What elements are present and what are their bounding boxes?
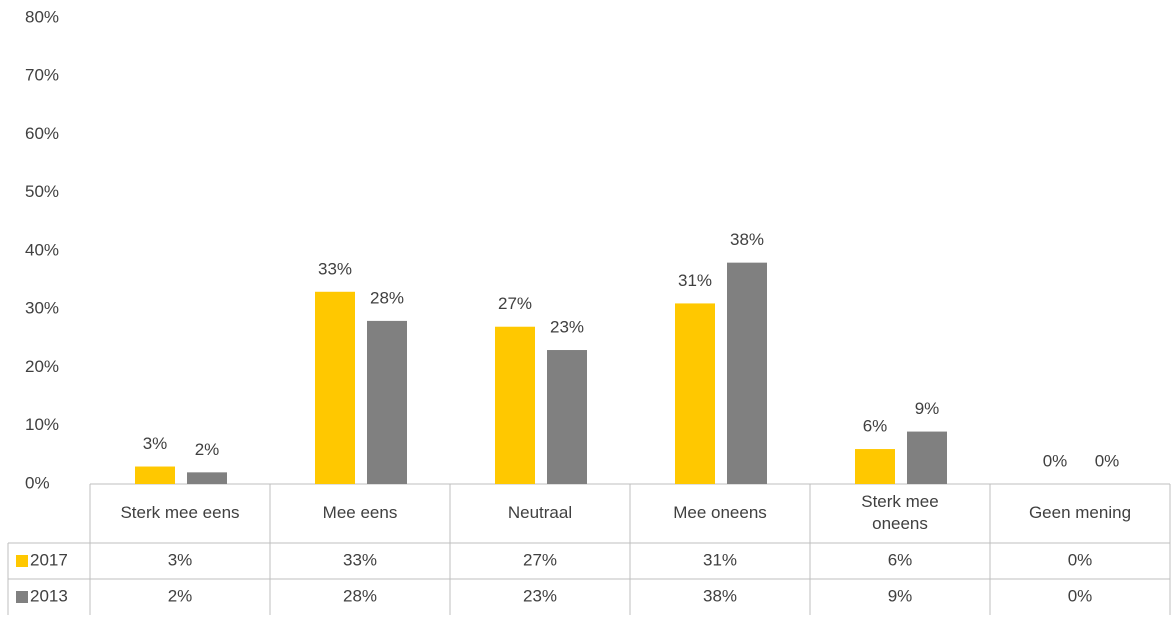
table-cell: 6% <box>888 550 913 569</box>
x-tick-label: Geen mening <box>1029 503 1131 522</box>
legend-label: 2017 <box>30 550 68 569</box>
bar <box>187 472 227 484</box>
x-tick-label: Sterk mee <box>861 492 938 511</box>
table-cell: 9% <box>888 586 913 605</box>
data-label: 0% <box>1043 451 1068 470</box>
table-cell: 31% <box>703 550 737 569</box>
table-cell: 27% <box>523 550 557 569</box>
legend-label: 2013 <box>30 586 68 605</box>
x-tick-label: Neutraal <box>508 503 572 522</box>
table-cell: 28% <box>343 586 377 605</box>
bar <box>675 303 715 484</box>
y-tick-label: 20% <box>25 357 59 376</box>
data-label: 9% <box>915 399 940 418</box>
table-cell: 3% <box>168 550 193 569</box>
table-cell: 2% <box>168 586 193 605</box>
y-tick-label: 50% <box>25 182 59 201</box>
legend-swatch <box>16 555 28 567</box>
data-label: 23% <box>550 318 584 337</box>
data-label: 0% <box>1095 451 1120 470</box>
y-tick-label: 80% <box>25 7 59 26</box>
data-label: 38% <box>730 230 764 249</box>
bar <box>547 350 587 484</box>
legend-swatch <box>16 591 28 603</box>
bar <box>367 320 407 484</box>
bar <box>135 466 175 484</box>
x-tick-label: oneens <box>872 514 928 533</box>
y-tick-label: 10% <box>25 415 59 434</box>
data-label: 2% <box>195 440 220 459</box>
data-label: 27% <box>498 294 532 313</box>
y-tick-label: 70% <box>25 66 59 85</box>
x-tick-label: Sterk mee eens <box>120 503 239 522</box>
x-tick-label: Mee oneens <box>673 503 767 522</box>
bar <box>855 449 895 484</box>
data-label: 31% <box>678 271 712 290</box>
table-cell: 33% <box>343 550 377 569</box>
data-label: 6% <box>863 417 888 436</box>
bar <box>727 262 767 484</box>
bar <box>907 431 947 484</box>
data-label: 33% <box>318 259 352 278</box>
y-tick-label: 40% <box>25 240 59 259</box>
data-label: 3% <box>143 434 168 453</box>
table-cell: 38% <box>703 586 737 605</box>
bar <box>495 326 535 484</box>
y-tick-label: 30% <box>25 299 59 318</box>
table-cell: 0% <box>1068 550 1093 569</box>
bar <box>315 291 355 484</box>
y-tick-label: 60% <box>25 124 59 143</box>
x-tick-label: Mee eens <box>323 503 398 522</box>
y-tick-label: 0% <box>25 473 50 492</box>
table-cell: 23% <box>523 586 557 605</box>
table-cell: 0% <box>1068 586 1093 605</box>
data-label: 28% <box>370 288 404 307</box>
